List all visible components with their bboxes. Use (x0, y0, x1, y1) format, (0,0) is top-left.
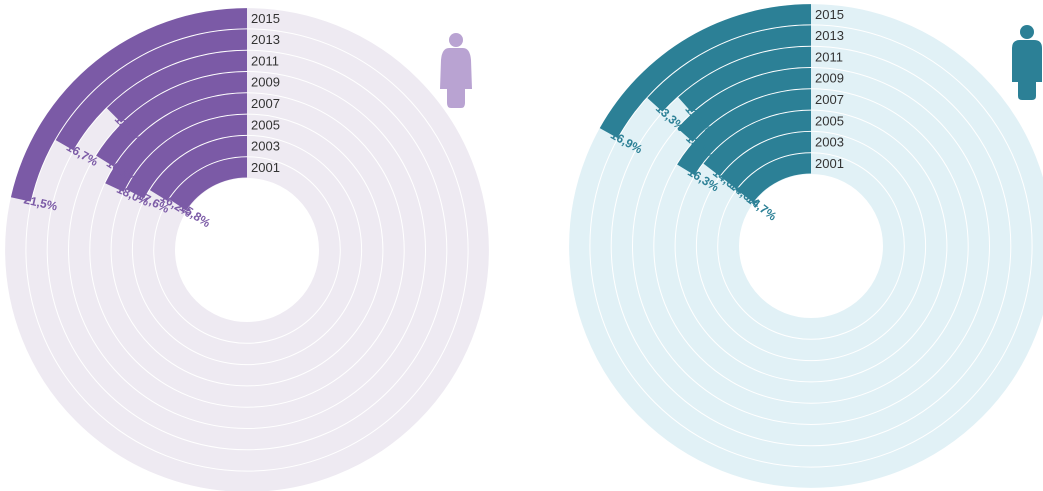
ring-separator (589, 24, 1033, 468)
year-label-2003: 2003 (251, 139, 280, 154)
bar-2013 (647, 25, 811, 112)
bar-2007 (105, 93, 248, 192)
year-label-2001: 2001 (251, 160, 280, 175)
bar-2009 (96, 72, 247, 167)
ring-separator (653, 88, 969, 404)
ring-separator (568, 3, 1043, 489)
male-person-icon (1012, 25, 1042, 100)
ring-separator (153, 156, 341, 344)
ring-separator (25, 28, 469, 472)
year-label-2013: 2013 (251, 32, 280, 47)
ring-separator (695, 130, 927, 362)
bar-2001 (736, 153, 811, 203)
female-person-icon (440, 33, 472, 108)
ring-separator (674, 109, 948, 383)
ring-separator (68, 71, 426, 429)
year-label-2007: 2007 (815, 92, 844, 107)
bar-2013 (55, 29, 247, 151)
year-label-2005: 2005 (251, 117, 280, 132)
ring-separator (632, 67, 990, 425)
year-label-2003: 2003 (815, 135, 844, 150)
year-label-2013: 2013 (815, 28, 844, 43)
ring-separator (110, 113, 384, 387)
bar-2007 (677, 89, 811, 176)
ring-separator (46, 49, 448, 451)
bar-2001 (169, 157, 247, 211)
ring-separator (89, 92, 405, 408)
year-label-2007: 2007 (251, 96, 280, 111)
year-label-2015: 2015 (251, 11, 280, 26)
bar-2005 (125, 114, 247, 199)
female-radial-chart: 200115,8%200316,2%200517,6%200718,0%2009… (4, 7, 490, 491)
bar-2015 (599, 4, 811, 139)
bar-2009 (677, 68, 811, 142)
year-label-2011: 2011 (251, 53, 279, 68)
ring-separator (131, 134, 363, 366)
bar-2011 (106, 50, 248, 123)
bar-2005 (703, 110, 811, 177)
ring-separator (610, 45, 1012, 447)
year-label-2011: 2011 (815, 49, 843, 64)
year-label-2001: 2001 (815, 156, 844, 171)
ring-separator (717, 152, 905, 340)
bar-2003 (149, 135, 247, 201)
ring-separator (4, 7, 490, 491)
year-label-2009: 2009 (815, 71, 844, 86)
bar-2003 (720, 131, 811, 189)
bar-2015 (10, 8, 247, 202)
male-radial-chart: 200114,7%200314,6%200514,6%200716,3%2009… (568, 3, 1043, 489)
bar-2011 (678, 46, 811, 113)
year-label-2009: 2009 (251, 75, 280, 90)
year-label-2015: 2015 (815, 7, 844, 22)
year-label-2005: 2005 (815, 113, 844, 128)
